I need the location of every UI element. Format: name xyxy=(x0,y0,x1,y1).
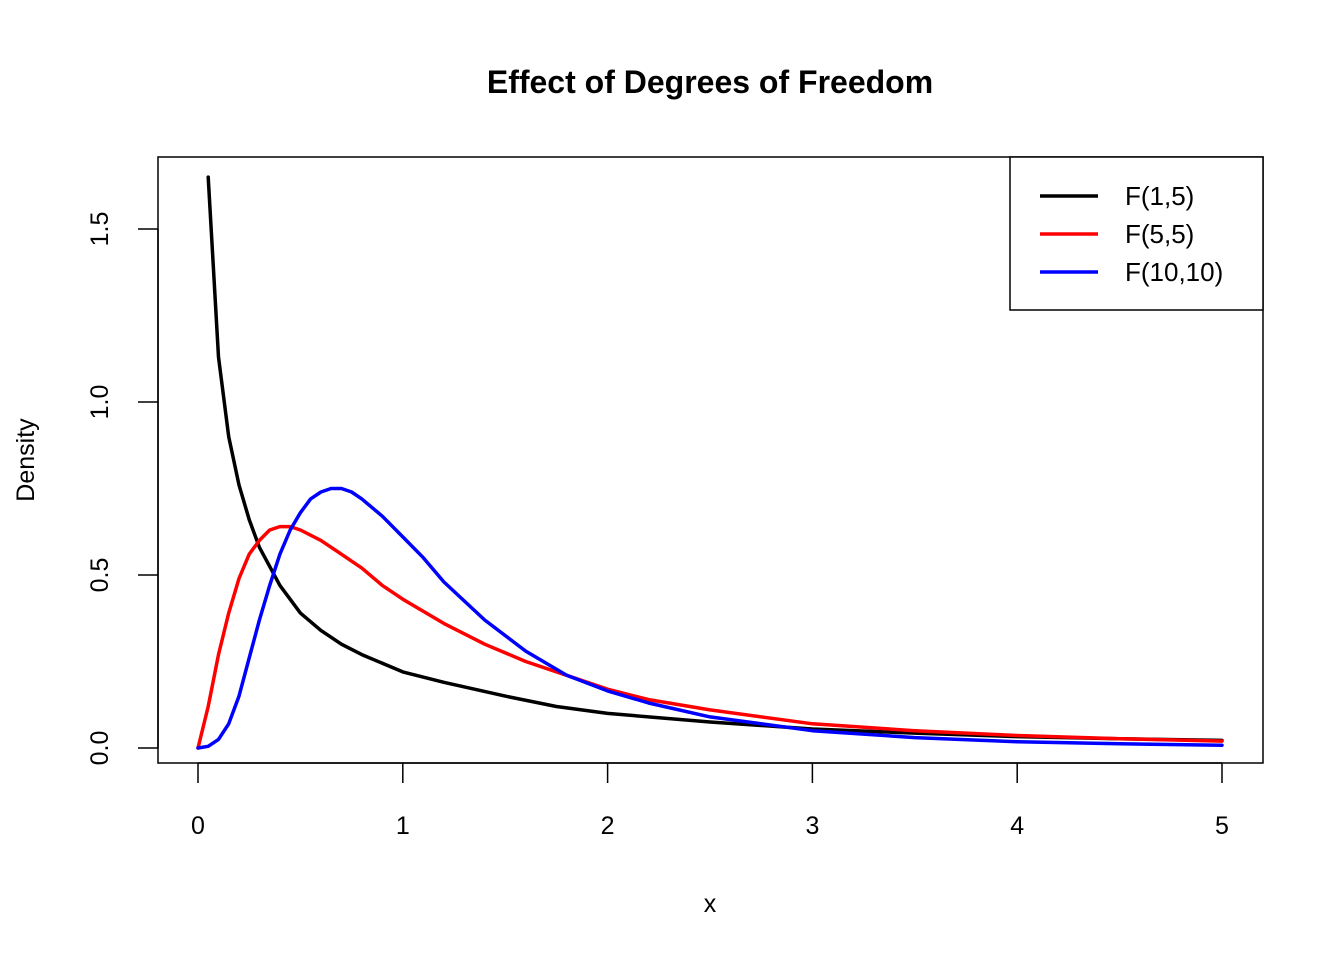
chart-title: Effect of Degrees of Freedom xyxy=(487,64,933,100)
series-group xyxy=(196,175,1224,750)
x-axis: 0 1 2 3 4 5 xyxy=(191,762,1229,840)
y-axis-label: Density xyxy=(12,418,40,502)
y-tick-label: 0.0 xyxy=(86,731,114,766)
series-line-3 xyxy=(196,486,1224,750)
series-line-1 xyxy=(206,175,1224,743)
legend-label-3: F(10,10) xyxy=(1125,257,1223,287)
y-axis: 0.0 0.5 1.0 1.5 xyxy=(86,212,159,766)
y-tick-label: 0.5 xyxy=(86,558,114,593)
y-tick-label: 1.0 xyxy=(86,385,114,420)
series-line-2 xyxy=(196,524,1224,750)
legend: F(1,5) F(5,5) F(10,10) xyxy=(1009,156,1264,311)
x-tick-label: 3 xyxy=(805,812,819,840)
x-axis-label: x xyxy=(704,890,717,918)
x-tick-label: 0 xyxy=(191,812,205,840)
y-tick-label: 1.5 xyxy=(86,212,114,247)
x-tick-label: 1 xyxy=(396,812,410,840)
x-tick-label: 5 xyxy=(1215,812,1229,840)
x-tick-label: 4 xyxy=(1010,812,1024,840)
x-tick-label: 2 xyxy=(601,812,615,840)
legend-label-2: F(5,5) xyxy=(1125,219,1194,249)
legend-label-1: F(1,5) xyxy=(1125,181,1194,211)
